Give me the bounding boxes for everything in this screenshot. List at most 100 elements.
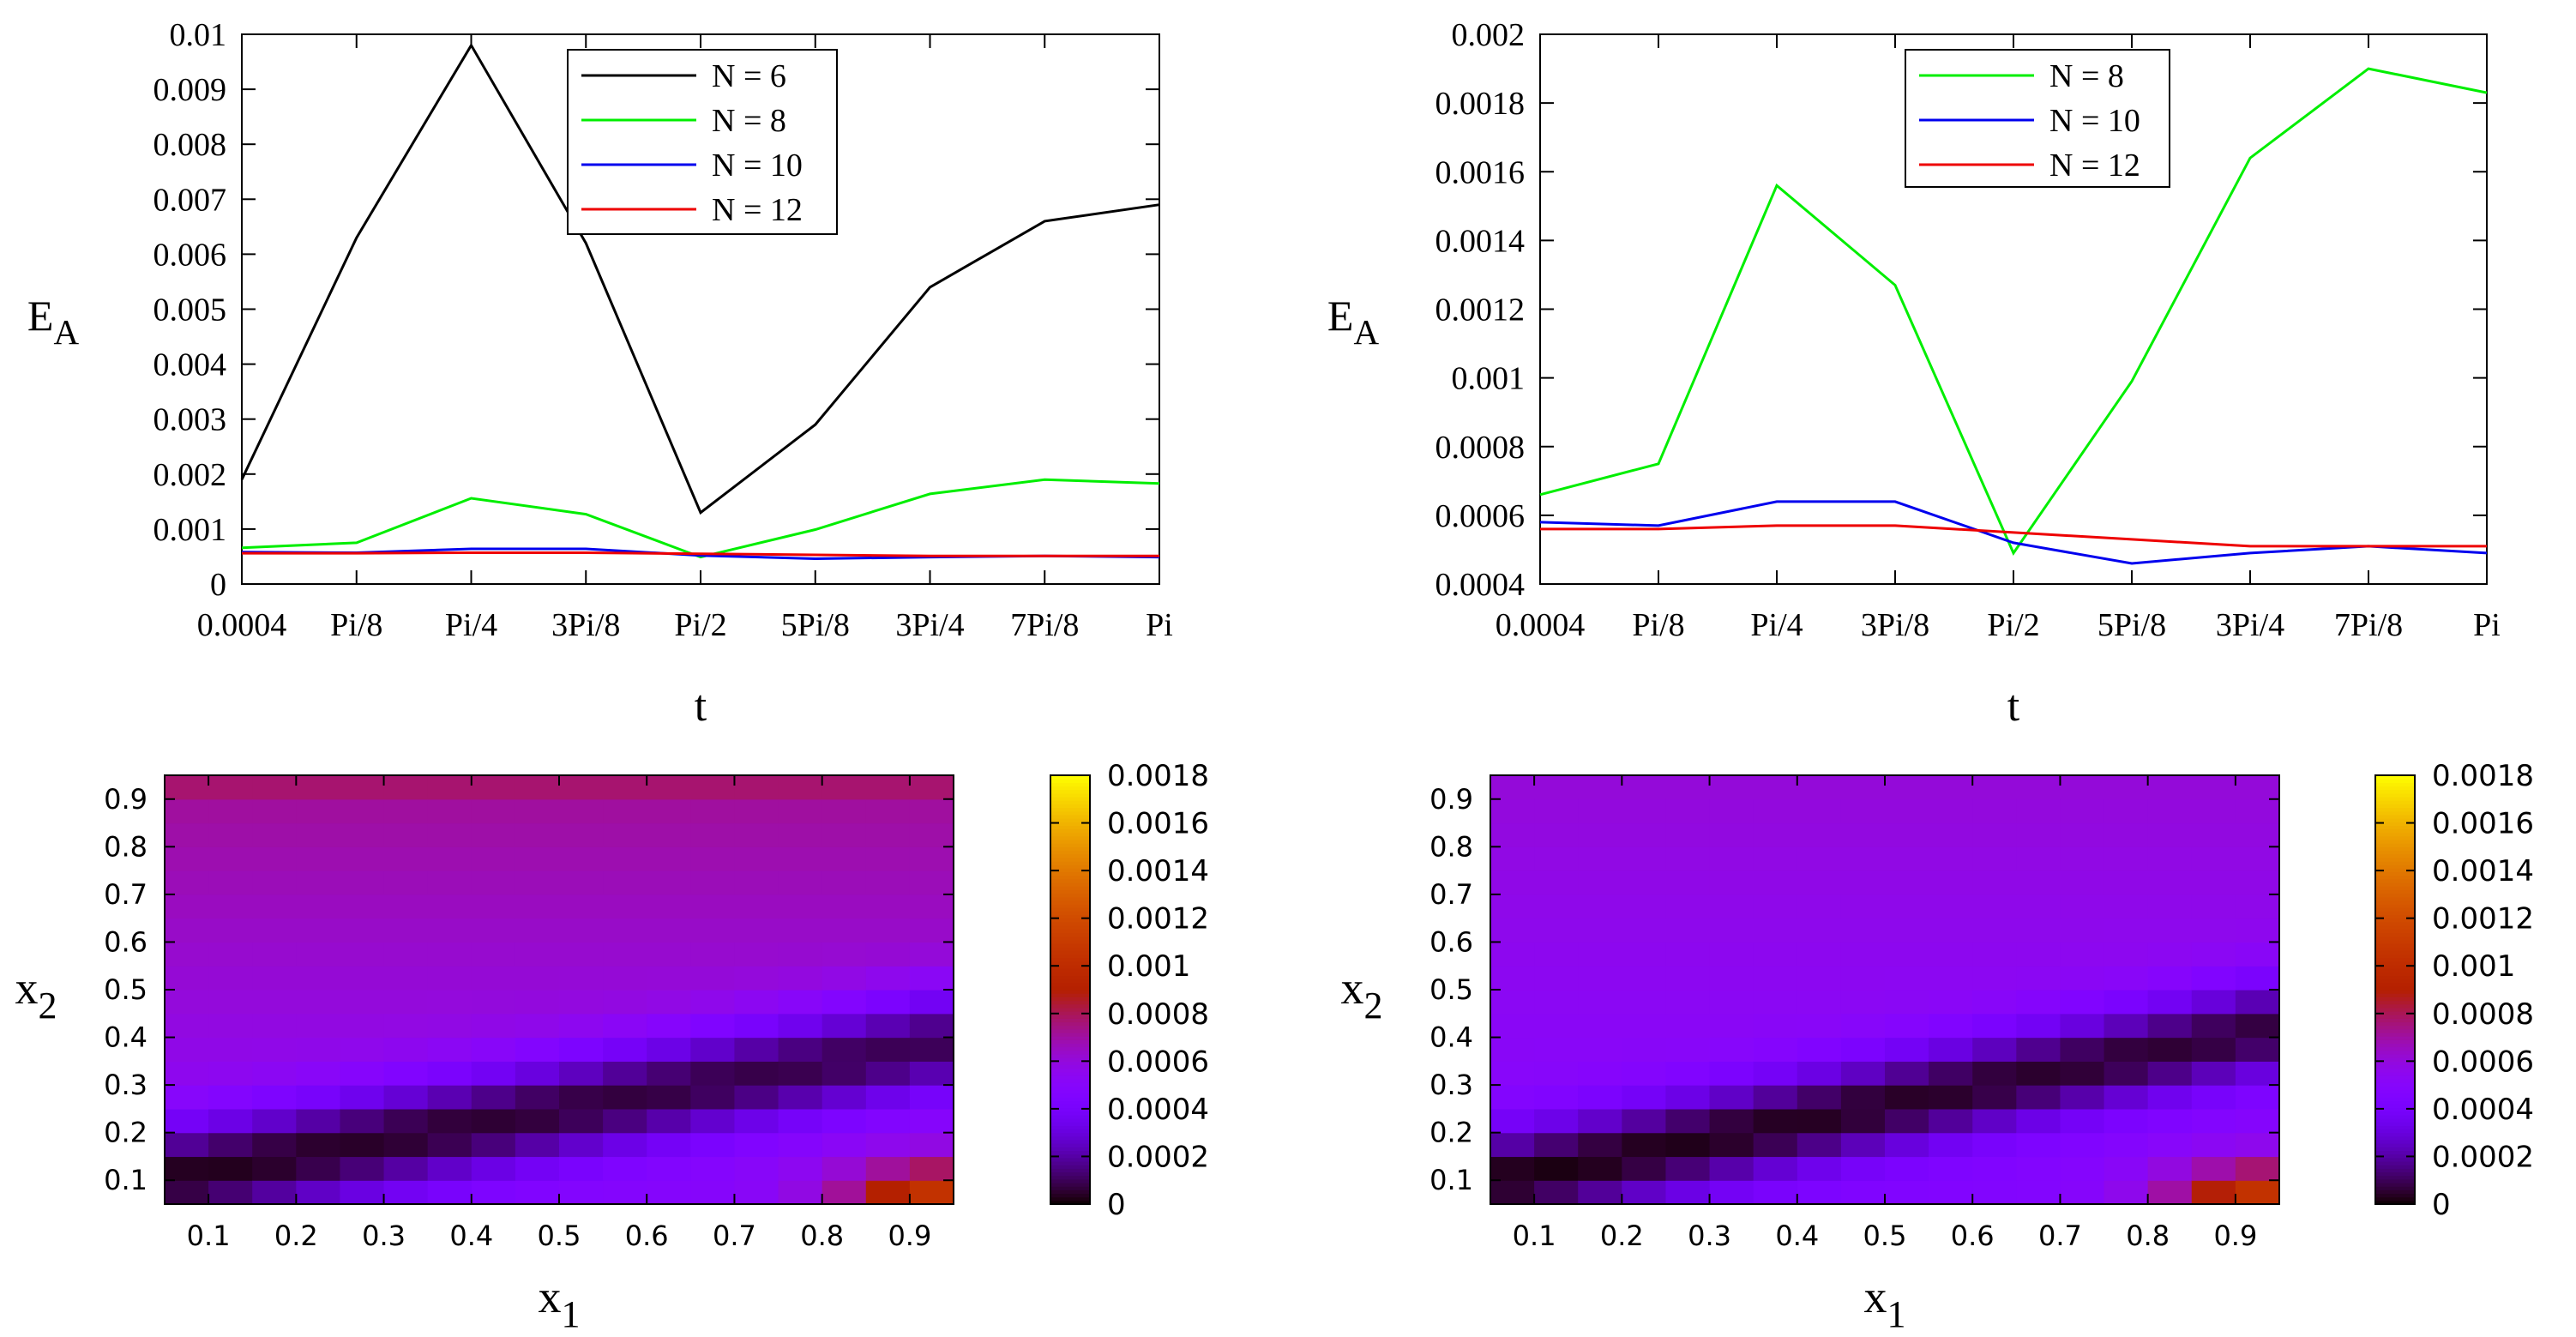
heatmap-cell	[208, 1013, 253, 1039]
colorbar-segment	[2375, 800, 2415, 804]
colorbar-segment	[1050, 925, 1090, 930]
colorbar-segment	[2375, 825, 2415, 830]
colorbar-segment	[2375, 840, 2415, 844]
heatmap-cell	[2016, 918, 2061, 943]
heatmap-cell	[1490, 1180, 1535, 1205]
heatmap-cell	[2060, 894, 2105, 919]
heatmap-cell	[1622, 918, 1667, 943]
heatmap-cell	[1840, 798, 1886, 824]
heatmap-cell	[515, 1085, 560, 1110]
heatmap-cell	[1753, 798, 1798, 824]
heatmap-cell	[427, 942, 472, 967]
colorbar-segment	[2375, 900, 2415, 905]
heatmap-cell	[2016, 1037, 2061, 1062]
y-axis-label-main: E	[1327, 292, 1354, 340]
heatmap-cell	[1753, 1132, 1798, 1158]
colorbar-segment	[2375, 1129, 2415, 1134]
heatmap-cell	[340, 966, 385, 991]
colorbar-segment	[2375, 1071, 2415, 1076]
heatmap-cell	[690, 1156, 736, 1181]
heatmap-cell	[1709, 870, 1754, 895]
colorbar-tick-label: 0.001	[1107, 949, 1190, 984]
colorbar-segment	[2375, 968, 2415, 973]
heatmap-cell	[2060, 1037, 2105, 1062]
heatmap-cell	[2104, 870, 2149, 895]
heatmap-cell	[340, 1013, 385, 1039]
colorbar-segment	[2375, 1153, 2415, 1159]
series-line-N-12	[1540, 524, 2487, 548]
heatmap-cell	[427, 846, 472, 871]
colorbar-segment	[2375, 972, 2415, 976]
colorbar-segment	[1050, 1050, 1090, 1055]
x-tick-label: 0.1	[187, 1220, 231, 1252]
colorbar-segment	[1050, 804, 1090, 809]
colorbar-segment	[1050, 1189, 1090, 1195]
heatmap-cell	[603, 1061, 647, 1086]
colorbar-segment	[2375, 868, 2415, 873]
legend-label: N = 10	[712, 148, 803, 184]
heatmap-cell	[208, 775, 253, 800]
heatmap-cell	[1534, 990, 1579, 1015]
x-tick-label: 0.2	[1600, 1220, 1644, 1252]
heatmap-cell	[2191, 1180, 2236, 1205]
x-tick-label: Pi	[2473, 607, 2501, 643]
heatmap-cell	[1622, 1180, 1667, 1205]
heatmap-cell	[252, 846, 297, 871]
x-tick-label: Pi/8	[1632, 607, 1684, 643]
heatmap-cell	[1929, 870, 1973, 895]
heatmap-cell	[1840, 1085, 1886, 1110]
heatmap-cell	[734, 966, 779, 991]
heatmap-cell	[1534, 1180, 1579, 1205]
colorbar-segment	[1050, 1036, 1090, 1040]
colorbar-tick-label: 0.0018	[1107, 759, 1209, 793]
heatmap-cell	[471, 1180, 516, 1205]
heatmap-cell	[778, 822, 823, 847]
heatmap-cell	[822, 870, 867, 895]
heatmap-cell	[865, 1061, 911, 1086]
y-tick-label: 0.01	[170, 17, 227, 53]
colorbar-segment	[2375, 907, 2415, 912]
colorbar-segment	[1050, 1079, 1090, 1083]
heatmap-cell	[1929, 775, 1973, 800]
heatmap-cell	[2060, 918, 2105, 943]
heatmap-cell	[2060, 775, 2105, 800]
heatmap-cell	[1534, 870, 1579, 895]
heatmap-cell	[1578, 1156, 1622, 1181]
heatmap-cell	[1709, 1013, 1754, 1039]
y-tick-label: 0.2	[104, 1117, 147, 1149]
colorbar-segment	[2375, 911, 2415, 916]
heatmap-cell	[383, 1037, 429, 1062]
y-tick-label: 0.7	[104, 878, 147, 911]
colorbar-segment	[1050, 968, 1090, 973]
colorbar-segment	[1050, 853, 1090, 858]
y-tick-label: 0.001	[153, 512, 227, 548]
heatmap-cell	[603, 798, 647, 824]
heatmap-cell	[1709, 942, 1754, 967]
colorbar-segment	[2375, 1193, 2415, 1198]
heatmap-cell	[603, 1132, 647, 1158]
heatmap-cell	[603, 1037, 647, 1062]
heatmap-cell	[340, 894, 385, 919]
colorbar-segment	[1050, 993, 1090, 997]
heatmap-cell	[1797, 894, 1842, 919]
colorbar-segment	[2375, 1111, 2415, 1116]
colorbar-tick-label: 0.0002	[2432, 1140, 2534, 1174]
colorbar-segment	[2375, 1046, 2415, 1051]
heatmap-cell	[2191, 1037, 2236, 1062]
colorbar-segment	[2375, 1178, 2415, 1183]
heatmap-cell	[165, 1108, 209, 1134]
colorbar-segment	[1050, 1043, 1090, 1048]
heatmap-cell	[515, 846, 560, 871]
heatmap-cell	[1972, 1132, 2017, 1158]
heatmap-cell	[559, 1013, 604, 1039]
heatmap-cell	[471, 942, 516, 967]
heatmap-cell	[1534, 942, 1579, 967]
heatmap-cell	[647, 918, 691, 943]
heatmap-cell	[1665, 870, 1711, 895]
heatmap-cell	[427, 1085, 472, 1110]
heatmap-cell	[778, 1180, 823, 1205]
colorbar-segment	[1050, 1129, 1090, 1134]
colorbar-tick-label: 0.0016	[2432, 807, 2534, 841]
heatmap-cell	[690, 1013, 736, 1039]
